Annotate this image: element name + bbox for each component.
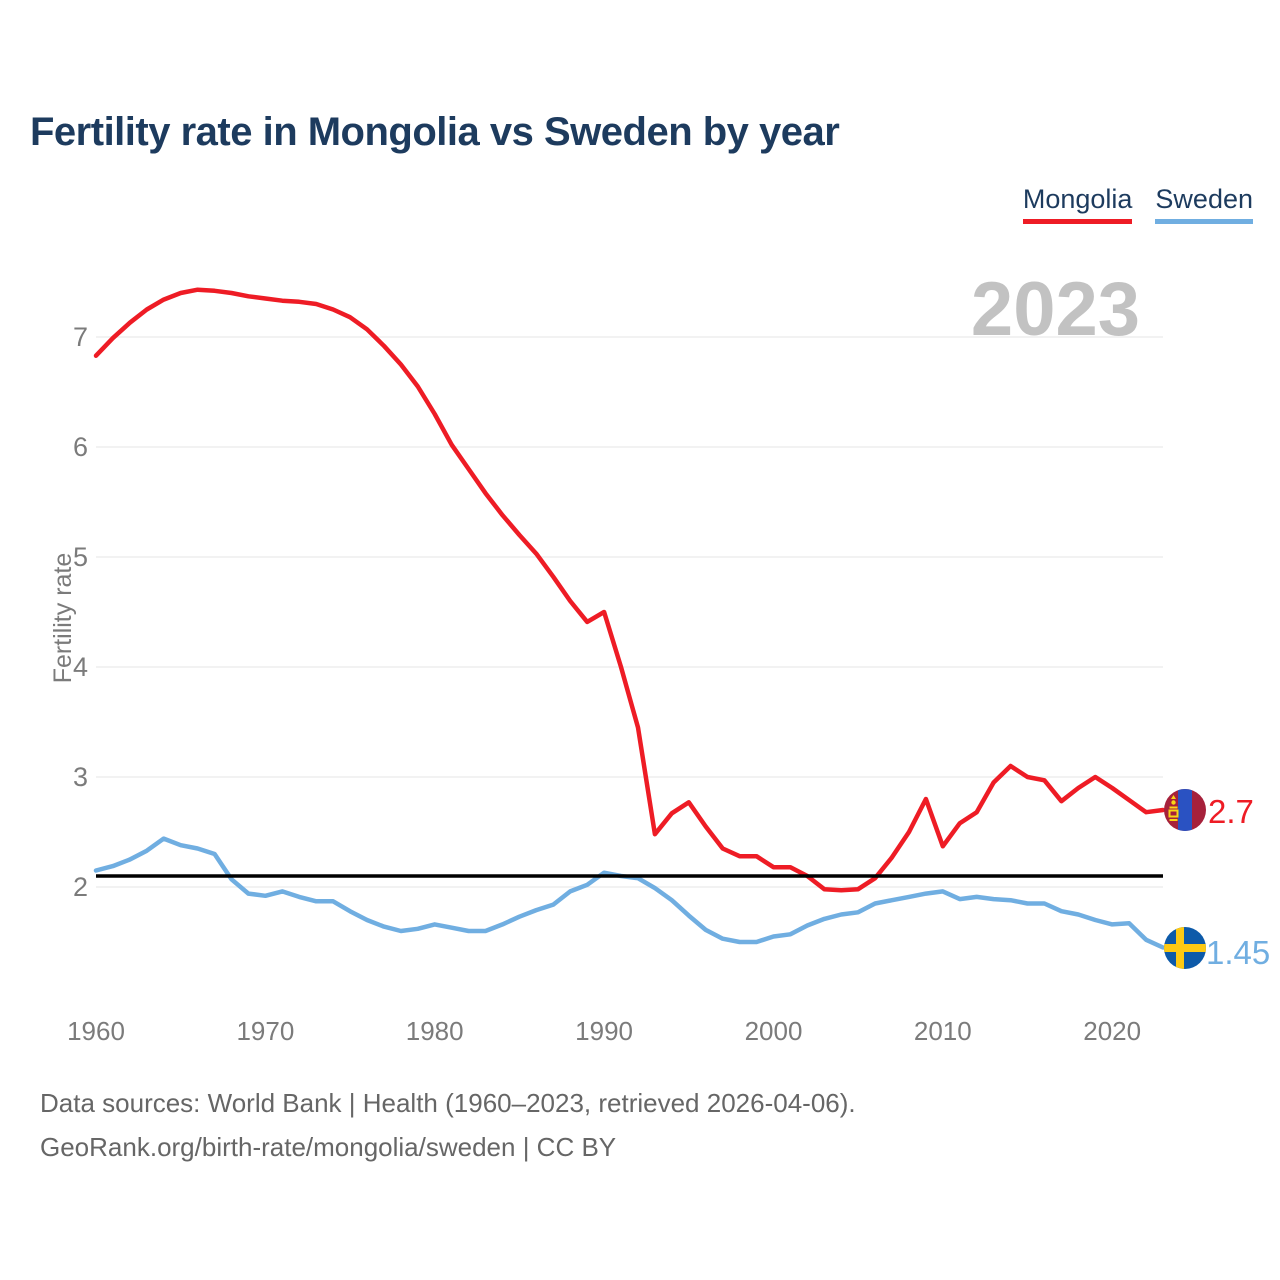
svg-text:6: 6 (73, 432, 88, 462)
legend-item-mongolia[interactable]: Mongolia (1022, 184, 1133, 224)
footer-sources-line: Data sources: World Bank | Health (1960–… (40, 1088, 856, 1118)
svg-text:5: 5 (73, 542, 88, 572)
y-axis-title: Fertility rate (49, 552, 77, 684)
legend-item-sweden[interactable]: Sweden (1155, 184, 1253, 224)
svg-text:1960: 1960 (67, 1016, 125, 1046)
svg-text:2000: 2000 (745, 1016, 803, 1046)
svg-text:2020: 2020 (1083, 1016, 1141, 1046)
svg-text:3: 3 (73, 762, 88, 792)
svg-text:2: 2 (73, 872, 88, 902)
watermark-year: 2023 (970, 267, 1140, 352)
sweden-end-value: 1.45 (1206, 934, 1271, 971)
svg-text:1990: 1990 (575, 1016, 633, 1046)
sweden-flag-icon (1164, 927, 1206, 969)
svg-text:1980: 1980 (406, 1016, 464, 1046)
svg-text:1970: 1970 (236, 1016, 294, 1046)
svg-text:4: 4 (73, 652, 88, 682)
svg-text:2010: 2010 (914, 1016, 972, 1046)
mongolia-flag-icon (1164, 789, 1206, 831)
mongolia-end-value: 2.7 (1208, 793, 1254, 830)
legend: Mongolia Sweden (1022, 184, 1253, 224)
svg-text:7: 7 (73, 322, 88, 352)
page-title: Fertility rate in Mongolia vs Sweden by … (30, 110, 840, 154)
footer-attribution-line: GeoRank.org/birth-rate/mongolia/sweden |… (40, 1132, 617, 1162)
footer: Data sources: World Bank | Health (1960–… (40, 1081, 856, 1169)
